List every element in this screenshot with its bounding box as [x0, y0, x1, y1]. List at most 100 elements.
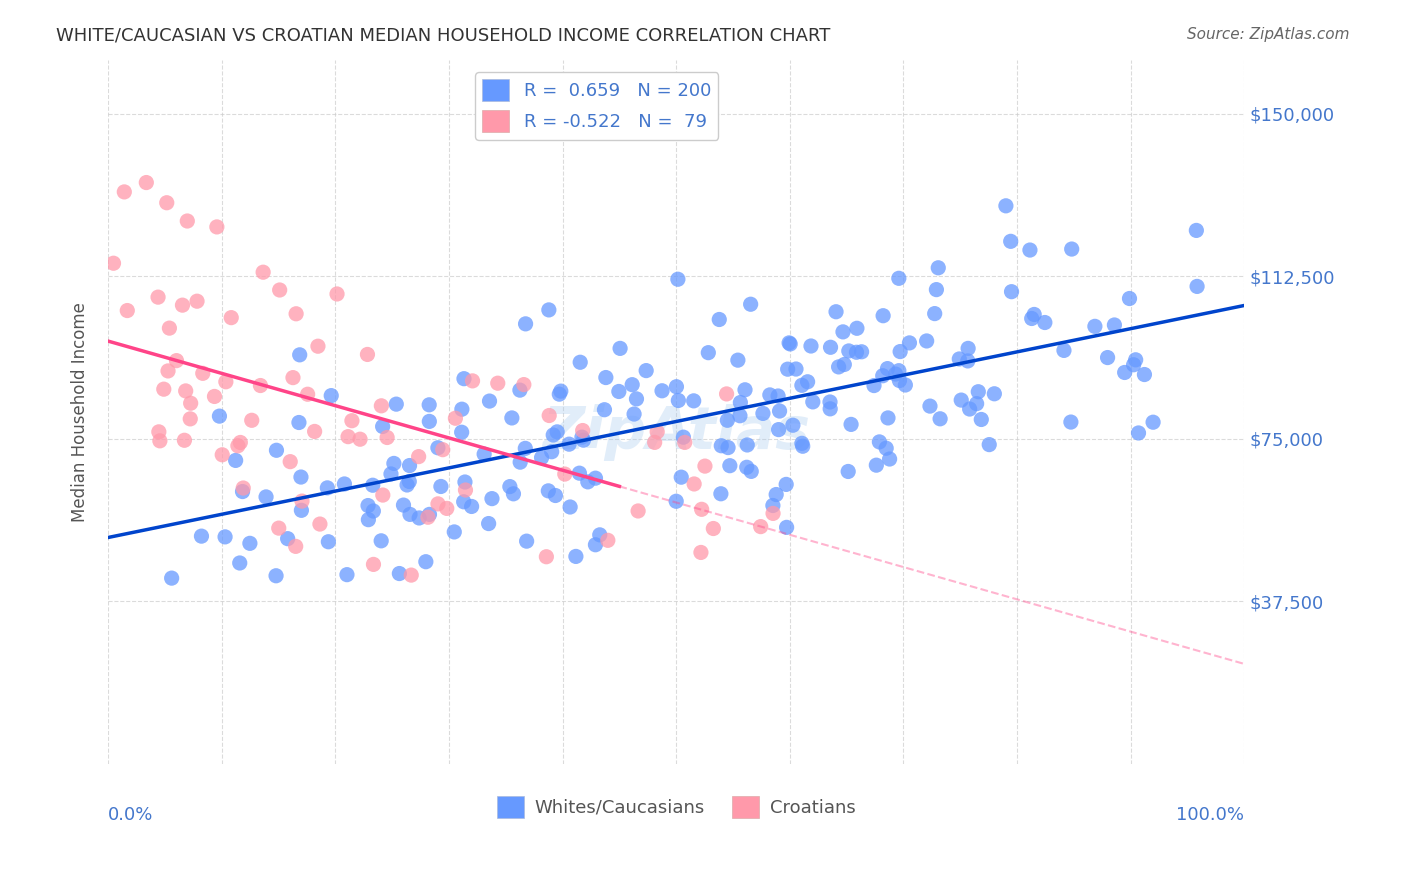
Point	[172, 298, 194, 312]
Point	[357, 513, 380, 527]
Point	[1185, 279, 1208, 293]
Point	[478, 394, 501, 409]
Point	[775, 477, 797, 491]
Point	[666, 393, 689, 408]
Point	[929, 412, 952, 426]
Point	[623, 407, 645, 421]
Point	[1000, 285, 1022, 299]
Point	[565, 549, 588, 564]
Point	[548, 387, 571, 401]
Point	[173, 434, 195, 448]
Point	[876, 361, 898, 376]
Point	[388, 566, 411, 581]
Point	[537, 483, 560, 498]
Point	[710, 439, 733, 453]
Point	[877, 411, 900, 425]
Point	[872, 368, 894, 383]
Point	[176, 214, 198, 228]
Point	[571, 424, 593, 438]
Point	[673, 435, 696, 450]
Point	[766, 389, 789, 403]
Point	[887, 364, 910, 378]
Point	[818, 395, 841, 409]
Point	[513, 377, 536, 392]
Point	[851, 344, 873, 359]
Point	[569, 355, 592, 369]
Point	[832, 325, 855, 339]
Point	[818, 401, 841, 416]
Point	[778, 335, 800, 350]
Point	[717, 441, 740, 455]
Point	[252, 265, 274, 279]
Point	[226, 439, 249, 453]
Point	[472, 447, 495, 461]
Point	[863, 378, 886, 392]
Point	[544, 488, 567, 502]
Point	[363, 504, 385, 518]
Point	[382, 457, 405, 471]
Point	[156, 195, 179, 210]
Point	[596, 533, 619, 548]
Point	[734, 383, 756, 397]
Point	[697, 345, 720, 359]
Point	[392, 498, 415, 512]
Point	[779, 337, 801, 351]
Point	[839, 417, 862, 432]
Point	[759, 388, 782, 402]
Point	[672, 430, 695, 444]
Point	[396, 478, 419, 492]
Point	[837, 465, 859, 479]
Point	[898, 335, 921, 350]
Point	[889, 374, 911, 388]
Point	[214, 530, 236, 544]
Point	[768, 423, 790, 437]
Point	[665, 494, 688, 508]
Point	[827, 359, 849, 374]
Point	[568, 466, 591, 480]
Point	[884, 367, 907, 381]
Point	[627, 504, 650, 518]
Point	[1104, 318, 1126, 332]
Point	[735, 460, 758, 475]
Point	[538, 409, 561, 423]
Point	[460, 500, 482, 514]
Point	[231, 484, 253, 499]
Point	[427, 497, 450, 511]
Point	[515, 317, 537, 331]
Point	[834, 358, 856, 372]
Point	[1097, 351, 1119, 365]
Point	[709, 312, 731, 326]
Point	[800, 339, 823, 353]
Point	[915, 334, 938, 348]
Point	[443, 524, 465, 539]
Point	[157, 321, 180, 335]
Point	[1128, 425, 1150, 440]
Point	[509, 455, 531, 469]
Point	[887, 271, 910, 285]
Point	[558, 500, 581, 514]
Point	[1118, 292, 1140, 306]
Point	[651, 384, 673, 398]
Point	[240, 413, 263, 427]
Point	[690, 502, 713, 516]
Point	[889, 344, 911, 359]
Point	[416, 510, 439, 524]
Point	[970, 412, 993, 426]
Point	[735, 438, 758, 452]
Point	[453, 495, 475, 509]
Point	[112, 185, 135, 199]
Point	[536, 549, 558, 564]
Point	[948, 351, 970, 366]
Point	[1133, 368, 1156, 382]
Point	[399, 568, 422, 582]
Point	[894, 378, 917, 392]
Point	[219, 310, 242, 325]
Point	[135, 176, 157, 190]
Point	[399, 508, 422, 522]
Point	[205, 219, 228, 234]
Point	[740, 464, 762, 478]
Point	[879, 452, 901, 467]
Point	[716, 387, 738, 401]
Point	[540, 444, 562, 458]
Point	[269, 283, 291, 297]
